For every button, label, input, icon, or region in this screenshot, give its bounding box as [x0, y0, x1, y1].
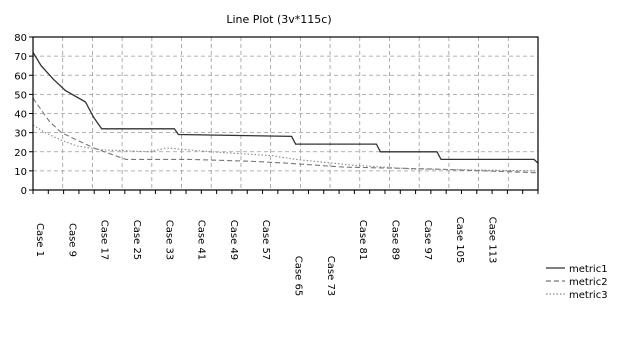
- series-layer: [32, 51, 539, 174]
- series-line-metric3: [32, 124, 539, 172]
- legend-label-metric1: metric1: [569, 264, 608, 275]
- x-tick-label-2: Case 17: [99, 220, 110, 260]
- x-tick-label-9: Case 73: [325, 256, 336, 296]
- y-axis: 0 10 20 30 40 50 60 70 80: [14, 33, 33, 197]
- x-tick-label-1: Case 9: [66, 223, 77, 257]
- y-tick-label-3: 30: [14, 129, 27, 140]
- y-tick-label-0: 0: [21, 186, 27, 197]
- y-tick-label-8: 80: [14, 33, 27, 44]
- series-line-metric1: [32, 51, 539, 164]
- legend-label-metric3: metric3: [569, 290, 608, 301]
- legend-label-metric2: metric2: [569, 277, 608, 288]
- grid-layer: [33, 37, 538, 190]
- x-tick-label-7: Case 57: [260, 220, 271, 260]
- series-line-metric2: [32, 97, 539, 174]
- x-tick-label-3: Case 25: [131, 220, 142, 260]
- x-tick-label-0: Case 1: [34, 223, 45, 257]
- x-tick-label-5: Case 41: [196, 220, 207, 260]
- x-tick-label-6: Case 49: [228, 220, 239, 260]
- y-tick-label-4: 40: [14, 110, 27, 121]
- y-tick-label-5: 50: [14, 90, 27, 101]
- y-tick-label-7: 70: [14, 52, 27, 63]
- chart-title: Line Plot (3v*115c): [226, 13, 331, 26]
- legend: metric1 metric2 metric3: [546, 264, 608, 301]
- x-tick-label-4: Case 33: [163, 220, 174, 260]
- x-axis: Case 1 Case 9 Case 17 Case 25 Case 33 Case 41…: [32, 190, 539, 296]
- y-tick-label-1: 10: [14, 167, 27, 178]
- x-tick-label-12: Case 97: [422, 220, 433, 260]
- y-tick-label-6: 60: [14, 71, 27, 82]
- x-tick-label-13: Case 105: [454, 217, 465, 264]
- x-tick-label-14: Case 113: [486, 217, 497, 264]
- x-tick-label-10: Case 81: [357, 220, 368, 260]
- x-tick-label-11: Case 89: [390, 220, 401, 260]
- x-tick-label-8: Case 65: [293, 256, 304, 296]
- y-tick-label-2: 20: [14, 148, 27, 159]
